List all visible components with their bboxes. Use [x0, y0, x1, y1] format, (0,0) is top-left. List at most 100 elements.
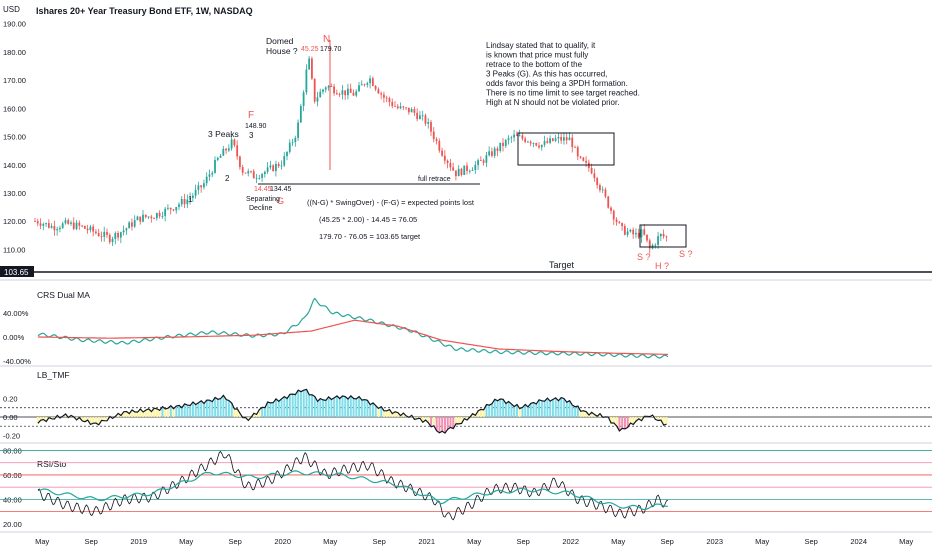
candle-body	[75, 222, 78, 229]
candle-body	[136, 216, 139, 221]
candle-body	[144, 214, 147, 218]
rsi-y-tick: 40.00	[3, 495, 22, 504]
candle-body	[125, 228, 128, 231]
candle-body	[250, 171, 252, 173]
candle-body	[366, 83, 369, 85]
three-peaks-label: 3 Peaks	[208, 129, 239, 139]
candle-body	[662, 233, 665, 237]
candle-body	[219, 155, 222, 158]
x-tick-label: May	[755, 537, 769, 546]
x-axis: May Sep 2019 May Sep 2020 May Sep 2021 May Sep 2022…	[35, 537, 913, 546]
candle-body	[286, 151, 288, 157]
candle-body	[399, 106, 402, 109]
candle-body	[430, 122, 432, 132]
peak-1-label: 1	[188, 195, 193, 204]
price-y-tick: 160.00	[3, 104, 26, 113]
price-chart-title: Ishares 20+ Year Treasury Bond ETF, 1W, …	[36, 6, 253, 16]
s1-label: S ?	[637, 252, 651, 262]
candle-body	[153, 218, 155, 219]
candle-body	[416, 112, 419, 120]
candle-body	[432, 131, 435, 140]
n-label: N	[323, 34, 330, 45]
candle-body	[355, 91, 358, 96]
candle-body	[236, 145, 239, 157]
candle-body	[302, 92, 305, 106]
candle-body	[247, 171, 250, 174]
candle-body	[308, 58, 311, 70]
candle-body	[225, 148, 227, 151]
candle-body	[538, 145, 540, 148]
lbtmf-y-tick: 0.20	[3, 395, 18, 404]
candle-body	[499, 142, 502, 151]
candle-body	[560, 136, 563, 141]
candle-body	[646, 234, 648, 241]
candle-body	[277, 164, 280, 167]
crs-series-line	[37, 319, 668, 355]
candle-body	[504, 140, 507, 147]
lbtmf-y-axis: 0.20 0.00 -0.20	[3, 395, 20, 441]
candle-body	[394, 105, 396, 107]
domed-house-label: Domed House ?	[266, 36, 298, 56]
candle-body	[410, 109, 413, 113]
candle-body	[502, 142, 504, 147]
x-tick-label: May	[899, 537, 913, 546]
candle-body	[70, 222, 72, 224]
price-annotations: Domed House ? N 45.25 179.70 F 148.90 3 P…	[0, 34, 932, 277]
price-y-tick: 150.00	[3, 133, 26, 142]
candle-body	[233, 139, 236, 146]
candle-body	[466, 165, 468, 172]
candle-body	[155, 213, 158, 219]
price-y-tick: 120.00	[3, 217, 26, 226]
candle-body	[313, 78, 316, 102]
candle-body	[546, 141, 549, 143]
candle-body	[612, 210, 615, 220]
candle-body	[385, 97, 388, 99]
candle-body	[266, 167, 269, 172]
rsi-series-line	[37, 470, 668, 511]
candle-body	[133, 220, 136, 227]
candle-body	[205, 176, 208, 184]
candle-body	[369, 78, 371, 84]
candle-body	[438, 140, 441, 151]
candle-body	[515, 134, 518, 136]
lbtmf-histogram	[0, 388, 932, 434]
note-line: is known that price must fully	[486, 51, 588, 60]
candle-body	[441, 150, 443, 156]
x-tick-label: 2023	[706, 537, 723, 546]
candle-body	[604, 189, 607, 197]
candle-body	[460, 168, 463, 175]
candle-body	[443, 155, 446, 161]
candle-body	[122, 230, 125, 233]
candle-body	[607, 196, 610, 208]
price-y-tick: 140.00	[3, 161, 26, 170]
currency-label: USD	[3, 5, 20, 14]
x-tick-label: May	[35, 537, 49, 546]
rsi-y-tick: 60.00	[3, 471, 22, 480]
candle-body	[479, 160, 482, 161]
candle-body	[615, 219, 618, 222]
candle-body	[482, 160, 485, 163]
candle-body	[64, 220, 67, 224]
candle-body	[380, 93, 383, 95]
candle-body	[61, 223, 64, 228]
candle-body	[131, 222, 133, 227]
price-y-axis: 110.00 120.00 130.00 140.00 150.00 160.00 170.…	[3, 20, 26, 255]
candle-body	[360, 84, 363, 86]
candle-body	[169, 207, 172, 210]
candle-body	[47, 223, 50, 228]
candle-body	[529, 141, 532, 144]
candle-body	[86, 228, 89, 231]
candle-body	[95, 231, 97, 234]
candle-body	[363, 84, 366, 86]
candle-body	[557, 136, 560, 139]
candle-body	[59, 227, 61, 230]
candle-body	[593, 173, 596, 179]
candle-body	[626, 231, 629, 235]
price-y-tick: 110.00	[3, 245, 25, 254]
candle-body	[468, 170, 471, 172]
candle-body	[391, 102, 394, 106]
candle-body	[338, 94, 341, 96]
candle-body	[42, 224, 45, 226]
